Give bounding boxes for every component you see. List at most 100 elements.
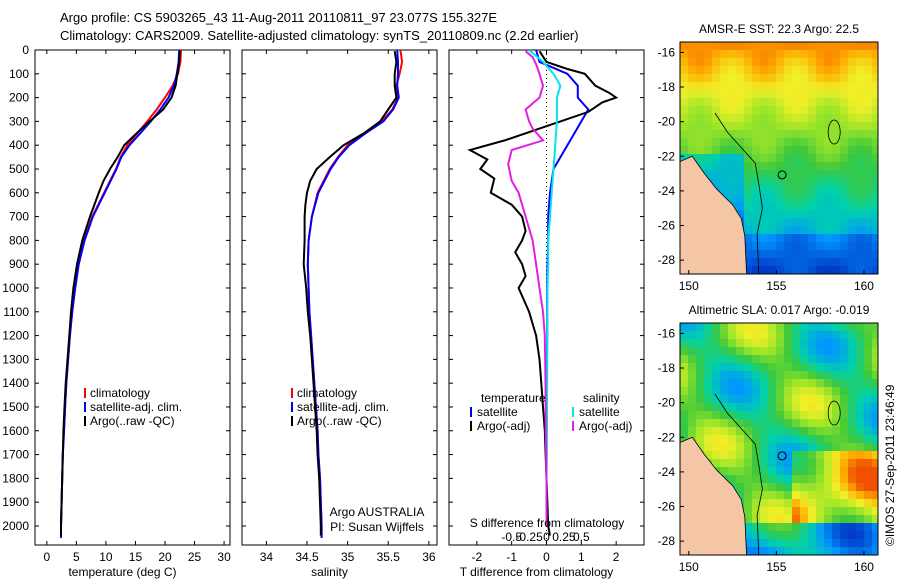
sla-cell (784, 523, 793, 532)
sla-cell (768, 419, 777, 428)
sla-cell (808, 507, 817, 516)
sst-cell (752, 258, 761, 267)
sla-cell (712, 323, 721, 332)
sst-cell (816, 194, 825, 203)
y-tick-label: 200 (9, 91, 29, 105)
profile-title: Argo profile: CS 5903265_43 11-Aug-2011 … (60, 10, 498, 25)
sst-cell (776, 194, 785, 203)
sst-cell (752, 130, 761, 139)
sla-cell (776, 491, 785, 500)
sla-cell (816, 435, 825, 444)
sst-cell (808, 186, 817, 195)
sla-cell (776, 323, 785, 332)
sla-cell (728, 443, 737, 452)
sla-cell (800, 395, 809, 404)
sst-cell (824, 146, 833, 155)
sst-cell (680, 66, 689, 75)
sla-cell (856, 475, 865, 484)
sst-cell (792, 202, 801, 211)
sst-cell (824, 138, 833, 147)
sla-cell (824, 507, 833, 516)
sst-cell (848, 50, 857, 59)
sla-cell (816, 387, 825, 396)
sla-cell (712, 411, 721, 420)
sst-cell (744, 138, 753, 147)
sst-cell (752, 82, 761, 91)
sla-cell (784, 451, 793, 460)
x-axis-label: salinity (311, 565, 348, 579)
sst-cell (736, 90, 745, 99)
sst-cell (688, 130, 697, 139)
s-tick-label: 0.25 (552, 530, 576, 544)
sla-cell (848, 435, 857, 444)
sla-cell (712, 427, 721, 436)
legend-label: climatology (90, 386, 150, 400)
sla-cell (784, 419, 793, 428)
sst-cell (856, 210, 865, 219)
sst-cell (864, 90, 873, 99)
sla-cell (768, 403, 777, 412)
sla-cell (720, 363, 729, 372)
sst-cell (784, 82, 793, 91)
sst-cell (776, 106, 785, 115)
sst-cell (728, 138, 737, 147)
sst-cell (784, 186, 793, 195)
map-x-tick-label: 150 (679, 279, 699, 293)
sst-cell (792, 146, 801, 155)
sla-cell (856, 323, 865, 332)
sst-cell (728, 98, 737, 107)
sla-cell (816, 459, 825, 468)
sst-cell (712, 154, 721, 163)
sla-cell (760, 483, 769, 492)
sla-cell (760, 467, 769, 476)
sst-cell (784, 154, 793, 163)
sst-cell (808, 170, 817, 179)
sst-cell (824, 266, 833, 274)
sla-cell (872, 443, 878, 452)
sla-cell (808, 323, 817, 332)
sst-cell (816, 106, 825, 115)
sla-cell (792, 347, 801, 356)
sla-cell (704, 395, 713, 404)
x-tick-label: 25 (188, 550, 202, 564)
sla-cell (744, 491, 753, 500)
sla-cell (688, 371, 697, 380)
sst-cell (712, 114, 721, 123)
sla-cell (768, 331, 777, 340)
sst-cell (768, 122, 777, 131)
sst-cell (752, 98, 761, 107)
sst-cell (752, 178, 761, 187)
sst-cell (872, 210, 878, 219)
sla-cell (680, 403, 689, 412)
sst-cell (872, 42, 878, 51)
sla-cell (776, 427, 785, 436)
sst-cell (832, 250, 841, 259)
sla-cell (712, 339, 721, 348)
sst-cell (832, 42, 841, 51)
sst-cell (728, 114, 737, 123)
sla-cell (776, 459, 785, 468)
sla-cell (712, 347, 721, 356)
sla-cell (800, 387, 809, 396)
sst-cell (680, 74, 689, 83)
sla-cell (720, 403, 729, 412)
sst-cell (872, 90, 878, 99)
sst-cell (704, 130, 713, 139)
sst-cell (840, 178, 849, 187)
sst-cell (680, 90, 689, 99)
sla-cell (808, 387, 817, 396)
sst-cell (752, 74, 761, 83)
sla-cell (832, 515, 841, 524)
sla-cell (800, 459, 809, 468)
sla-cell (784, 539, 793, 548)
sla-cell (768, 339, 777, 348)
sst-cell (736, 74, 745, 83)
sla-cell (736, 331, 745, 340)
sla-cells (680, 323, 878, 555)
sla-cell (848, 475, 857, 484)
sla-cell (792, 483, 801, 492)
sst-cell (824, 154, 833, 163)
sla-cell (864, 459, 873, 468)
sst-cell (800, 50, 809, 59)
bathymetry-contour (714, 393, 763, 555)
